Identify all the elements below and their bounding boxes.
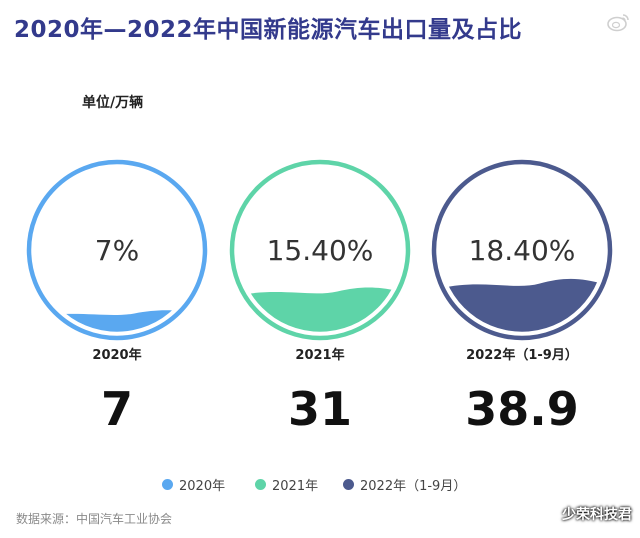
ring-0 — [26, 159, 208, 341]
legend-label-2020: 2020年 — [179, 478, 226, 494]
weibo-logo-icon — [607, 14, 629, 32]
legend-dot-2020 — [162, 478, 173, 490]
volume-label-0: 7 — [101, 382, 133, 436]
legend-label-2022: 2022年（1-9月） — [360, 478, 467, 494]
legend: 2020年 2021年 2022年（1-9月） — [0, 474, 640, 494]
watermark: 少荣科技君 — [562, 507, 632, 523]
share-label-0: 7% — [95, 234, 139, 267]
legend-item-2020: 2020年 — [162, 474, 225, 494]
unit-label: 单位/万辆 — [82, 95, 144, 111]
legend-item-2021: 2021年 — [255, 474, 318, 494]
share-label-2: 18.40% — [469, 234, 576, 267]
ring-1 — [229, 159, 411, 341]
volume-label-1: 31 — [288, 382, 352, 436]
liquid-fill-2 — [440, 278, 604, 332]
legend-item-2022: 2022年（1-9月） — [343, 474, 466, 494]
category-label-2: 2022年（1-9月） — [466, 347, 578, 363]
category-label-0: 2020年 — [92, 347, 141, 363]
chart-title: 2020年—2022年中国新能源汽车出口量及占比 — [14, 17, 523, 43]
data-source: 数据来源：中国汽车工业协会 — [16, 512, 173, 526]
volume-label-2: 38.9 — [465, 382, 579, 436]
legend-dot-2022 — [343, 478, 354, 490]
share-label-1: 15.40% — [267, 234, 374, 267]
legend-label-2021: 2021年 — [272, 478, 319, 494]
category-label-1: 2021年 — [295, 347, 344, 363]
ring-2 — [431, 159, 613, 341]
legend-dot-2021 — [255, 478, 266, 490]
